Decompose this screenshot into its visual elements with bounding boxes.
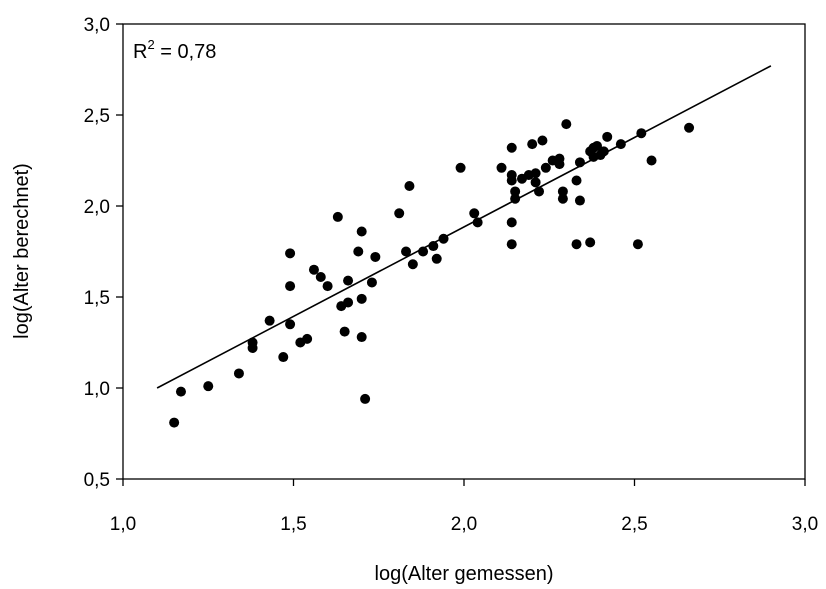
x-axis-title: log(Alter gemessen) (375, 563, 554, 585)
data-point (510, 186, 521, 197)
data-point (506, 170, 517, 181)
r-squared-annotation: R2 = 0,78 (133, 37, 216, 63)
data-point (278, 352, 289, 363)
data-point (615, 139, 626, 150)
data-point (343, 297, 354, 308)
data-point (537, 135, 548, 146)
data-point (315, 271, 326, 282)
data-point (506, 217, 517, 228)
data-point (339, 326, 350, 337)
data-point (438, 233, 449, 244)
data-point (302, 333, 313, 344)
r2-superscript: 2 (147, 37, 154, 52)
data-point (455, 162, 466, 173)
data-point (175, 386, 186, 397)
data-point (530, 168, 541, 179)
data-point (247, 337, 258, 348)
data-point (353, 246, 364, 257)
data-point (285, 281, 296, 292)
data-point (602, 131, 613, 142)
data-point (401, 246, 412, 257)
data-point (574, 195, 585, 206)
y-tick-label: 3,0 (84, 15, 110, 36)
data-point (557, 186, 568, 197)
data-point (506, 142, 517, 153)
axis-ticks (116, 23, 806, 486)
data-point (404, 180, 415, 191)
data-point (203, 381, 214, 392)
data-point (285, 248, 296, 259)
regression-line (156, 65, 772, 389)
data-point (632, 239, 643, 250)
data-point (407, 259, 418, 270)
data-point (308, 264, 319, 275)
data-point (428, 241, 439, 252)
data-point (534, 186, 545, 197)
data-point (585, 237, 596, 248)
data-point (394, 208, 405, 219)
y-tick-label: 1,0 (84, 379, 110, 400)
data-point (356, 293, 367, 304)
data-point (591, 140, 602, 151)
data-point (322, 281, 333, 292)
data-point (557, 193, 568, 204)
data-point (527, 139, 538, 150)
data-point (366, 277, 377, 288)
data-point (574, 157, 585, 168)
data-point (472, 217, 483, 228)
data-point (510, 193, 521, 204)
data-point (343, 275, 354, 286)
data-point (285, 319, 296, 330)
data-point (561, 119, 572, 130)
data-point (554, 153, 565, 164)
x-tick-label: 2,0 (451, 514, 477, 535)
data-point (356, 332, 367, 343)
x-tick-label: 3,0 (792, 514, 818, 535)
data-point (169, 417, 180, 428)
data-point (506, 239, 517, 250)
data-point (233, 368, 244, 379)
r2-symbol: R (133, 41, 147, 63)
y-tick-label: 0,5 (84, 470, 110, 491)
tick-labels: 1,0 1,5 2,0 2,5 3,0 0,5 1,0 1,5 2,0 2,5 3,0 (84, 15, 819, 535)
data-point (598, 146, 609, 157)
data-point (646, 155, 657, 166)
data-point (636, 128, 647, 139)
y-tick-label: 2,0 (84, 197, 110, 218)
data-point (360, 393, 371, 404)
data-point (571, 239, 582, 250)
data-point (684, 122, 695, 133)
data-point (356, 226, 367, 237)
data-point (264, 315, 275, 326)
data-point (332, 211, 343, 222)
data-point (431, 253, 442, 264)
data-point (469, 208, 480, 219)
data-points (169, 119, 695, 428)
x-tick-label: 1,0 (110, 514, 136, 535)
data-point (370, 251, 381, 262)
r2-value: = 0,78 (155, 41, 217, 63)
y-tick-label: 2,5 (84, 106, 110, 127)
data-point (540, 162, 551, 173)
y-axis-title: log(Alter berechnet) (11, 163, 33, 339)
data-point (496, 162, 507, 173)
x-tick-label: 2,5 (621, 514, 647, 535)
y-tick-label: 1,5 (84, 288, 110, 309)
plot-area (122, 23, 806, 480)
data-point (418, 246, 429, 257)
x-tick-label: 1,5 (280, 514, 306, 535)
data-point (530, 177, 541, 188)
data-point (571, 175, 582, 186)
